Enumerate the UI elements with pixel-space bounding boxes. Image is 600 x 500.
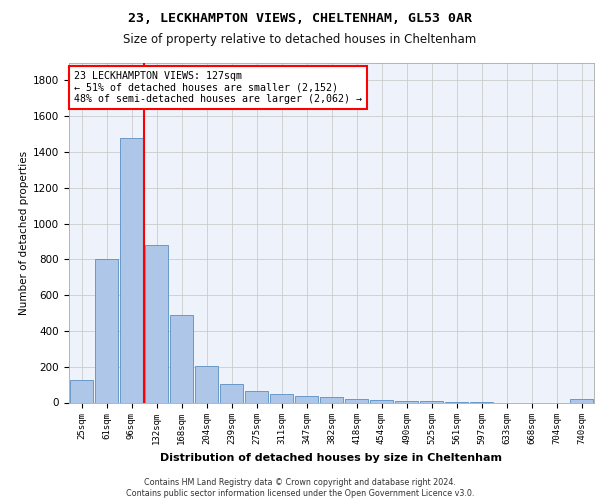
Text: 23, LECKHAMPTON VIEWS, CHELTENHAM, GL53 0AR: 23, LECKHAMPTON VIEWS, CHELTENHAM, GL53 …: [128, 12, 472, 26]
Bar: [70, 380, 94, 402]
Bar: [95, 260, 118, 402]
Bar: [370, 400, 394, 402]
Bar: [245, 391, 268, 402]
X-axis label: Distribution of detached houses by size in Cheltenham: Distribution of detached houses by size …: [161, 453, 503, 463]
Bar: [145, 245, 169, 402]
Bar: [569, 399, 593, 402]
Text: Contains HM Land Registry data © Crown copyright and database right 2024.
Contai: Contains HM Land Registry data © Crown c…: [126, 478, 474, 498]
Bar: [194, 366, 218, 403]
Bar: [269, 394, 293, 402]
Bar: [170, 315, 193, 402]
Bar: [344, 399, 368, 402]
Bar: [320, 397, 343, 402]
Bar: [295, 396, 319, 402]
Bar: [119, 138, 143, 402]
Text: Size of property relative to detached houses in Cheltenham: Size of property relative to detached ho…: [124, 32, 476, 46]
Y-axis label: Number of detached properties: Number of detached properties: [19, 150, 29, 314]
Text: 23 LECKHAMPTON VIEWS: 127sqm
← 51% of detached houses are smaller (2,152)
48% of: 23 LECKHAMPTON VIEWS: 127sqm ← 51% of de…: [74, 71, 362, 104]
Bar: [220, 384, 244, 402]
Bar: [395, 400, 418, 402]
Bar: [419, 401, 443, 402]
